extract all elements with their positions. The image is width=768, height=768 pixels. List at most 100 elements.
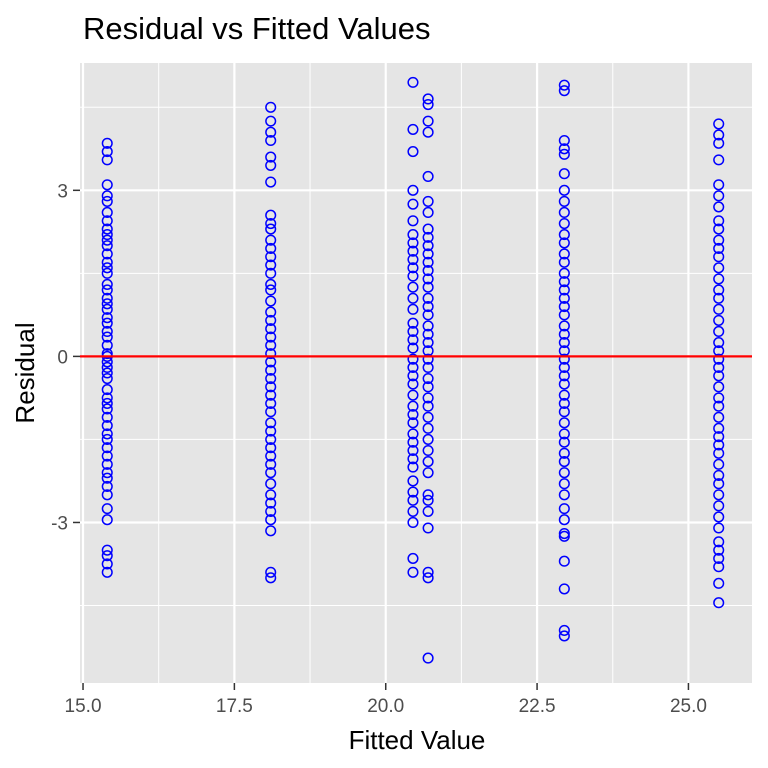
data-point <box>265 234 277 246</box>
data-point <box>407 342 419 354</box>
data-point <box>558 624 570 636</box>
data-point <box>407 253 419 266</box>
data-point <box>101 503 113 515</box>
data-point <box>265 489 277 501</box>
x-axis: 15.0 17.5 20.0 22.5 25.0 <box>65 683 707 717</box>
data-point <box>265 134 277 147</box>
data-point <box>407 215 419 227</box>
data-point <box>265 278 277 290</box>
data-point <box>713 223 725 235</box>
x-tick-label: 22.5 <box>519 696 556 717</box>
data-point <box>265 259 277 271</box>
data-point <box>422 372 434 385</box>
data-point <box>713 561 725 573</box>
data-point <box>713 392 725 404</box>
data-point <box>558 79 570 91</box>
data-point <box>558 184 570 196</box>
data-point <box>265 306 277 318</box>
data-point <box>558 436 570 448</box>
data-point <box>407 486 419 498</box>
data-point <box>101 372 113 385</box>
data-point <box>422 320 434 332</box>
data-point <box>713 469 725 481</box>
data-point <box>407 408 419 421</box>
y-axis: -3 0 3 <box>51 181 80 534</box>
data-point <box>265 425 277 437</box>
data-point <box>713 292 725 304</box>
data-point <box>713 411 725 423</box>
data-point <box>407 146 419 158</box>
data-point <box>558 328 570 340</box>
data-point <box>265 397 277 409</box>
data-point <box>101 179 113 191</box>
x-tick-label: 20.0 <box>367 696 404 717</box>
data-point <box>101 154 113 166</box>
data-point <box>558 337 570 349</box>
data-point <box>265 101 277 113</box>
data-point <box>101 317 113 329</box>
data-point <box>407 361 419 374</box>
data-point <box>265 242 277 254</box>
data-point <box>265 323 277 335</box>
data-point <box>558 292 570 304</box>
y-axis-title: Residual <box>10 322 40 423</box>
data-point <box>407 436 419 448</box>
data-point <box>101 411 113 423</box>
data-point <box>713 552 725 564</box>
data-point <box>422 353 434 365</box>
data-point <box>265 115 277 127</box>
data-point <box>713 478 725 490</box>
data-point <box>422 572 434 584</box>
data-point <box>265 295 277 307</box>
data-point <box>265 209 277 221</box>
data-point <box>558 378 570 390</box>
data-point <box>422 273 434 285</box>
data-point <box>101 303 113 315</box>
data-point <box>558 217 570 230</box>
y-tick-label: 3 <box>57 181 68 202</box>
data-point <box>713 544 725 556</box>
data-point <box>558 248 570 260</box>
y-tick-label: -3 <box>51 513 68 534</box>
data-point <box>422 467 434 479</box>
data-point <box>407 262 419 274</box>
data-point <box>422 223 434 235</box>
data-point <box>265 572 277 584</box>
data-point <box>407 325 419 338</box>
data-point <box>101 267 113 279</box>
data-point <box>407 417 419 429</box>
data-point <box>265 267 277 279</box>
data-point <box>407 317 419 329</box>
data-point <box>558 237 570 249</box>
data-point <box>713 137 725 149</box>
data-point <box>422 522 434 534</box>
data-point <box>101 450 113 462</box>
data-point <box>558 256 570 268</box>
data-point <box>407 334 419 346</box>
data-point <box>407 270 419 282</box>
data-point <box>101 514 113 526</box>
data-point <box>101 467 113 479</box>
data-point <box>101 428 113 440</box>
data-point <box>422 256 434 268</box>
data-point <box>265 433 277 445</box>
data-point <box>407 516 419 529</box>
data-point <box>101 240 113 252</box>
data-point <box>265 223 277 235</box>
data-point <box>407 76 419 88</box>
data-point <box>101 284 113 296</box>
data-point <box>713 361 725 374</box>
data-point <box>101 229 113 241</box>
data-point <box>558 397 570 409</box>
data-point <box>713 303 725 315</box>
data-point <box>265 514 277 526</box>
data-point <box>558 195 570 207</box>
data-point <box>422 422 434 434</box>
data-point <box>713 201 725 213</box>
data-point <box>101 397 113 409</box>
data-point <box>407 123 419 135</box>
data-point <box>713 154 725 166</box>
data-point <box>422 652 434 664</box>
data-point <box>422 309 434 321</box>
